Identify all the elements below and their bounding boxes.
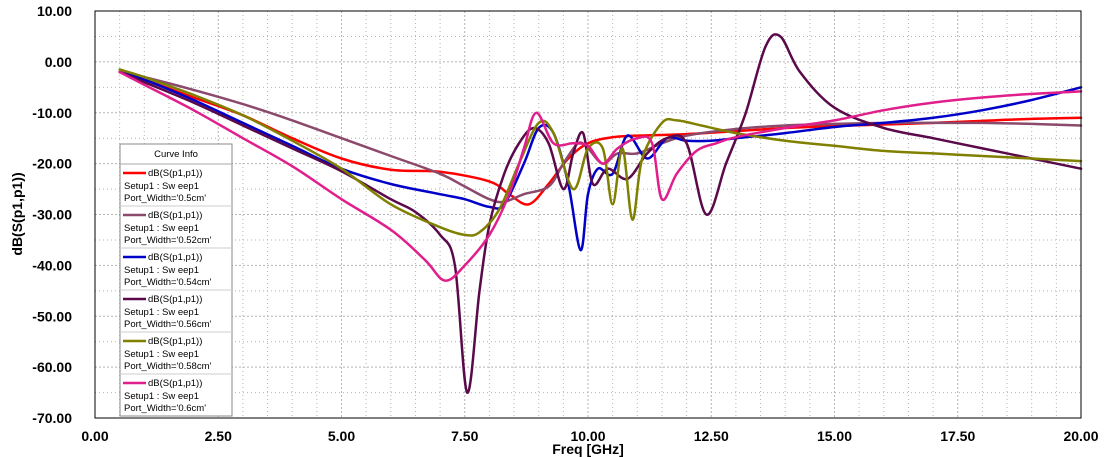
plot-frame [94, 10, 1082, 419]
legend-entry-param: Port_Width='0.54cm' [124, 277, 212, 288]
legend-entry-param: Port_Width='0.56cm' [124, 319, 212, 330]
series-lines [118, 33, 1083, 394]
y-tick-label: -10.00 [32, 105, 72, 121]
legend-entry-param: Port_Width='0.52cm' [124, 235, 212, 246]
legend-entry-name: dB(S(p1,p1)) [148, 294, 202, 305]
legend-entry-setup: Setup1 : Sw eep1 [124, 181, 199, 192]
y-axis-title: dB(S(p1,p1)) [9, 172, 25, 255]
legend-entry-name: dB(S(p1,p1)) [148, 210, 202, 221]
legend-entry-name: dB(S(p1,p1)) [148, 252, 202, 263]
x-tick-label: 2.50 [205, 428, 232, 444]
legend-entry-param: Port_Width='0.58cm' [124, 361, 212, 372]
x-tick-label: 17.50 [940, 428, 975, 444]
legend-entry-setup: Setup1 : Sw eep1 [124, 265, 199, 276]
legend-entry-setup: Setup1 : Sw eep1 [124, 307, 199, 318]
y-tick-label: -50.00 [32, 308, 72, 324]
tick-labels: 0.00 2.50 5.00 7.50 10.00 12.50 15.00 17.50 20.0… [32, 3, 1098, 444]
x-tick-label: 10.00 [570, 428, 605, 444]
x-tick-label: 20.00 [1063, 428, 1098, 444]
legend-entry-setup: Setup1 : Sw eep1 [124, 223, 199, 234]
y-tick-label: 10.00 [37, 3, 72, 19]
legend-entry-setup: Setup1 : Sw eep1 [124, 349, 199, 360]
series-line-4 [118, 33, 1083, 394]
series-line-1 [118, 70, 1083, 206]
legend-entry-param: Port_Width='0.5cm' [124, 193, 206, 204]
legend-entry-name: dB(S(p1,p1)) [148, 336, 202, 347]
x-tick-label: 0.00 [81, 428, 108, 444]
legend-box [119, 143, 233, 417]
x-tick-label: 12.50 [694, 428, 729, 444]
y-tick-label: -60.00 [32, 359, 72, 375]
series-line-3 [118, 70, 1083, 252]
y-tick-label: -70.00 [32, 410, 72, 426]
x-tick-label: 5.00 [328, 428, 355, 444]
series-line-6 [118, 70, 1083, 282]
legend-entry-param: Port_Width='0.6cm' [124, 403, 206, 414]
x-tick-label: 7.50 [451, 428, 478, 444]
x-axis-title: Freq [GHz] [552, 441, 624, 457]
y-tick-label: -40.00 [32, 257, 72, 273]
x-tick-label: 15.00 [817, 428, 852, 444]
y-tick-label: -20.00 [32, 156, 72, 172]
y-tick-label: 0.00 [45, 54, 72, 70]
legend-title: Curve Info [154, 149, 198, 160]
series-line-5 [118, 68, 1083, 237]
legend-entry-name: dB(S(p1,p1)) [148, 168, 202, 179]
y-tick-label: -30.00 [32, 207, 72, 223]
legend-entry-setup: Setup1 : Sw eep1 [124, 391, 199, 402]
legend-entry-name: dB(S(p1,p1)) [148, 378, 202, 389]
